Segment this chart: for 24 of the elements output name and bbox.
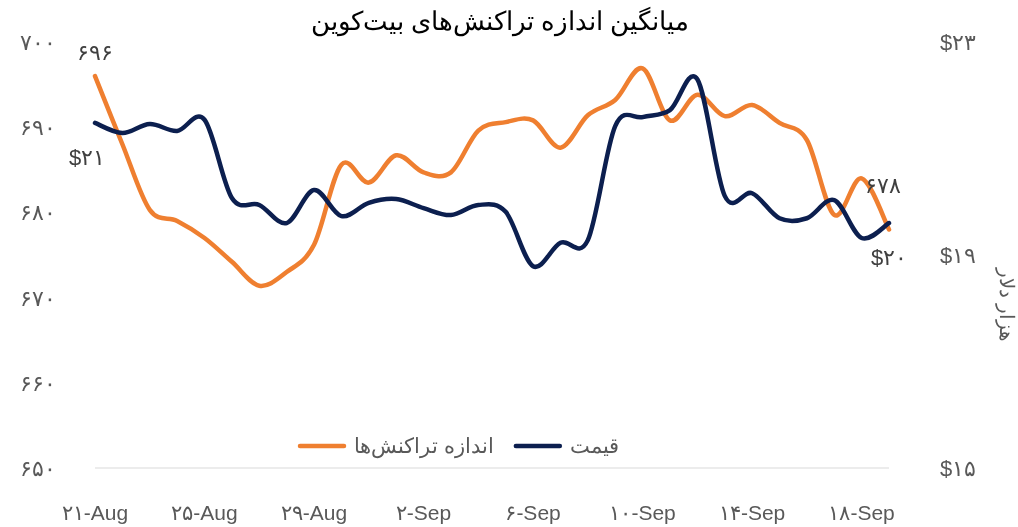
y-tick-label: ۶۹۰ (20, 115, 56, 141)
y2-tick-label: $۱۹ (939, 243, 977, 268)
x-tick-label: ۶-Sep (505, 501, 561, 524)
y2-axis-title: هزار دلار (995, 267, 1018, 342)
y2-tick-label: $۲۳ (939, 30, 977, 55)
x-tick-label: ۱۴-Sep (718, 501, 786, 524)
x-tick-label: ۲-Sep (395, 501, 452, 524)
x-tick-label: ۲۹-Aug (280, 501, 348, 524)
y-tick-label: ۶۸۰ (20, 200, 56, 226)
data-label: ۶۹۶ (77, 40, 113, 66)
legend-label: قیمت (569, 434, 619, 457)
y-tick-label: ۷۰۰ (20, 30, 56, 55)
y-tick-label: ۶۵۰ (20, 456, 56, 481)
chart-title: میانگین اندازه تراکنش‌های بیت‌کوین (310, 6, 690, 37)
y-tick-label: ۶۶۰ (20, 370, 56, 396)
y2-tick-label: $۱۵ (939, 456, 977, 481)
y-tick-label: ۶۷۰ (20, 285, 56, 311)
x-tick-label: ۱۰-Sep (609, 501, 676, 524)
x-tick-label: ۱۸-Sep (828, 501, 895, 524)
x-tick-label: ۲۱-Aug (61, 501, 129, 524)
data-label: $۲۰ (870, 245, 908, 271)
data-label: $۲۱ (68, 144, 106, 170)
x-tick-label: ۲۵-Aug (171, 501, 238, 524)
legend-label: اندازه تراکنش‌ها (354, 434, 494, 459)
